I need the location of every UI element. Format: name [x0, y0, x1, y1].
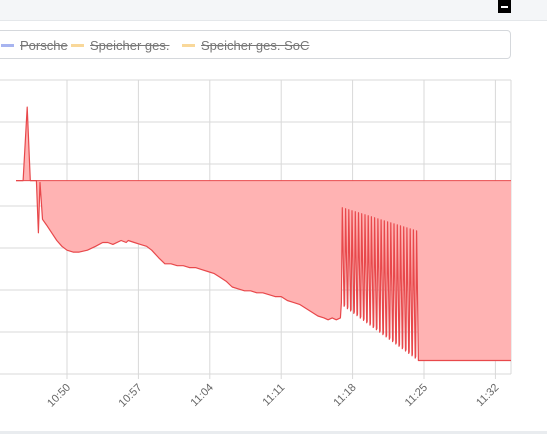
x-tick-label: 11:25 [403, 382, 430, 409]
series-line [16, 106, 511, 362]
minimize-button[interactable] [498, 0, 511, 13]
chart-plot: 10:50 10:57 11:04 11:11 11:18 11:25 11:32 [0, 79, 512, 410]
legend-swatch [71, 44, 84, 47]
x-tick-label: 11:11 [261, 382, 288, 409]
x-tick-label: 11:04 [189, 382, 216, 409]
legend-item-speicher-ges-soc[interactable]: Speicher ges. SoC [182, 38, 309, 53]
bottom-divider [0, 431, 547, 434]
x-tick-label: 11:18 [331, 382, 358, 409]
top-bar [0, 0, 547, 21]
legend-swatch [182, 44, 195, 47]
legend-swatch [1, 44, 14, 47]
x-tick-label: 10:57 [117, 382, 145, 410]
minus-icon [501, 5, 508, 8]
x-tick-label: 11:32 [474, 382, 501, 409]
series-area-fill [16, 107, 511, 361]
chart-legend: Porsche Speicher ges. Speicher ges. SoC [0, 30, 511, 59]
legend-label: Speicher ges. [90, 38, 170, 53]
legend-label: Porsche [20, 38, 68, 53]
legend-label: Speicher ges. SoC [201, 38, 310, 53]
legend-item-porsche[interactable]: Porsche [1, 38, 68, 53]
legend-item-speicher-ges[interactable]: Speicher ges. [71, 38, 170, 53]
x-tick-label: 10:50 [45, 382, 73, 410]
